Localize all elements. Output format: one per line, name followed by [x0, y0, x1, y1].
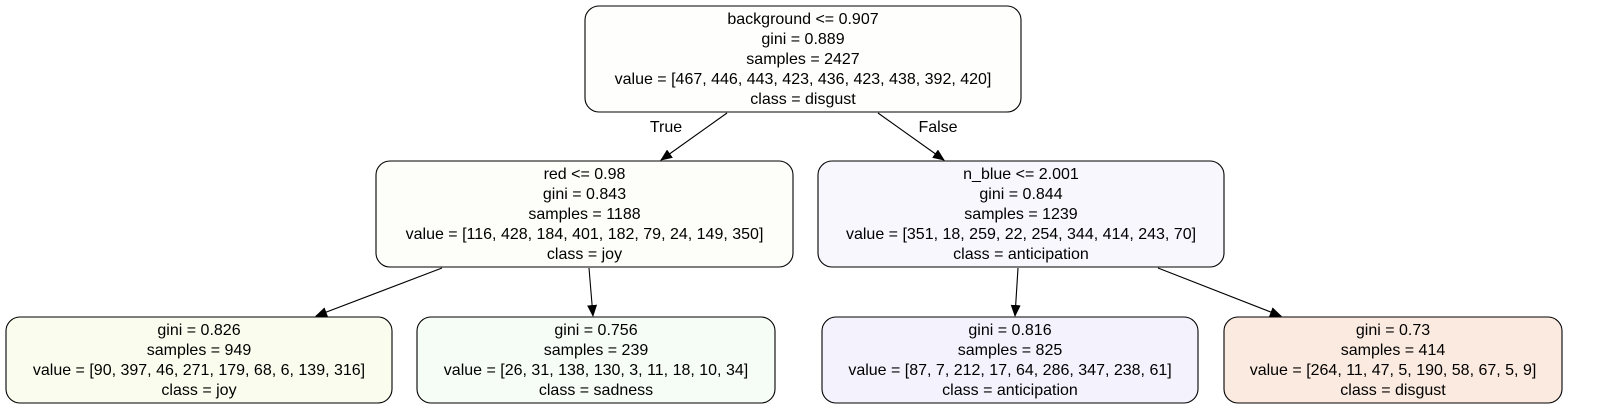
tree-node-right: n_blue <= 2.001 gini = 0.844 samples = 123…: [817, 160, 1225, 268]
node-box: [821, 316, 1199, 404]
node-box: [817, 160, 1225, 268]
node-line: gini = 0.889: [761, 31, 844, 48]
node-line: red <= 0.98: [544, 166, 626, 183]
tree-node-leaf-disgust: gini = 0.73 samples = 414 value = [264, 11…: [1223, 316, 1563, 404]
node-line: samples = 414: [1341, 342, 1446, 359]
edge-left-to-leaf-joy: [315, 267, 443, 317]
node-box: [5, 316, 393, 404]
node-line: samples = 825: [958, 342, 1063, 359]
node-line: value = [467, 446, 443, 423, 436, 423, 4…: [615, 71, 992, 88]
node-line: value = [351, 18, 259, 22, 254, 344, 414…: [846, 226, 1196, 243]
edge-label-false: False: [918, 119, 957, 136]
edge-right-to-leaf-disgust: [1157, 267, 1282, 317]
tree-node-leaf-sadness: gini = 0.756 samples = 239 value = [26, 31…: [416, 316, 776, 404]
node-line: samples = 2427: [746, 51, 860, 68]
node-line: value = [26, 31, 138, 130, 3, 11, 18, 10…: [444, 362, 748, 379]
node-line: value = [116, 428, 184, 401, 182, 79, 24…: [406, 226, 764, 243]
node-line: samples = 1188: [528, 206, 640, 223]
edge-label-true: True: [650, 119, 682, 136]
node-line: class = sadness: [539, 382, 653, 399]
node-line: class = anticipation: [953, 246, 1089, 263]
node-box: [584, 5, 1022, 113]
node-line: class = anticipation: [942, 382, 1078, 399]
tree-node-left: red <= 0.98 gini = 0.843 samples = 1188 val…: [375, 160, 794, 268]
node-line: gini = 0.816: [968, 322, 1051, 339]
node-line: gini = 0.756: [554, 322, 637, 339]
node-line: class = joy: [547, 246, 622, 263]
tree-node-leaf-joy: gini = 0.826 samples = 949 value = [90, 39…: [5, 316, 393, 404]
node-line: value = [264, 11, 47, 5, 190, 58, 67, 5,…: [1250, 362, 1537, 379]
node-line: class = joy: [161, 382, 236, 399]
edge-left-to-leaf-sadness: [587, 267, 598, 317]
node-line: gini = 0.843: [543, 186, 626, 203]
node-line: gini = 0.826: [157, 322, 240, 339]
tree-node-leaf-anticipation: gini = 0.816 samples = 825 value = [87, 7,…: [821, 316, 1199, 404]
node-line: gini = 0.73: [1356, 322, 1430, 339]
node-line: value = [87, 7, 212, 17, 64, 286, 347, 2…: [848, 362, 1171, 379]
edge-root-to-right: [877, 112, 945, 161]
node-box: [1223, 316, 1563, 404]
edge-root-to-left: [660, 112, 728, 161]
node-line: value = [90, 397, 46, 271, 179, 68, 6, 1…: [33, 362, 365, 379]
node-box: [375, 160, 794, 268]
node-line: samples = 1239: [964, 206, 1078, 223]
node-line: gini = 0.844: [979, 186, 1062, 203]
node-line: n_blue <= 2.001: [963, 166, 1079, 183]
node-box: [416, 316, 776, 404]
node-line: background <= 0.907: [727, 11, 878, 28]
tree-node-root: background <= 0.907 gini = 0.889 samples =…: [584, 5, 1022, 113]
node-line: class = disgust: [750, 91, 856, 108]
node-line: samples = 949: [147, 342, 252, 359]
edge-right-to-leaf-anticipation: [1010, 267, 1021, 317]
node-line: samples = 239: [544, 342, 649, 359]
node-line: class = disgust: [1340, 382, 1446, 399]
